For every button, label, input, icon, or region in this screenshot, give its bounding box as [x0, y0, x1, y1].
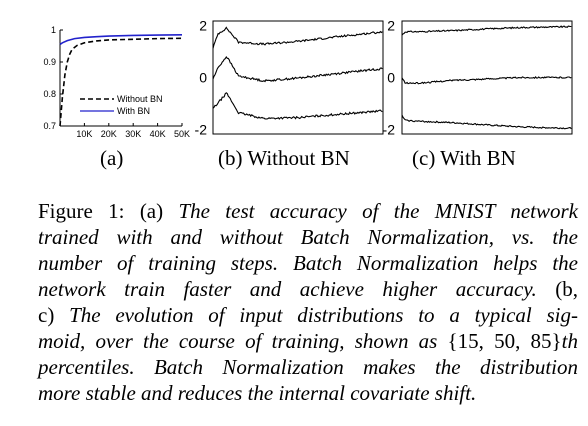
- panel-a-x-tick-label: 10K: [76, 129, 92, 139]
- caption-text: c): [38, 303, 70, 327]
- caption-line-4: network train faster and achieve higher …: [38, 276, 578, 302]
- caption-text: The test accuracy of the MNIST network: [178, 199, 578, 223]
- caption-line-8: more stable and reduces the internal cov…: [38, 381, 477, 405]
- legend-label-without-bn: Without BN: [117, 94, 163, 104]
- figure-caption: Figure 1: (a) The test accuracy of the M…: [38, 198, 578, 406]
- panel-a-y-tick-label: 0.7: [43, 121, 56, 131]
- panel-c-frame: [401, 20, 573, 135]
- caption-line-7: percentiles. Batch Normalization makes t…: [38, 355, 578, 379]
- panel-a-x-tick-label: 30K: [125, 129, 141, 139]
- panel-c-percentile-line: [401, 114, 572, 130]
- panel-b-percentile-line: [212, 92, 383, 120]
- caption-line-3: number of training steps. Batch Normaliz…: [38, 251, 578, 275]
- panel-c-y-tick-label: 2: [387, 18, 395, 34]
- figure-1: 0.7 0.8 0.9 1 10K 20K 30K 40K 50K Without BN With …: [43, 18, 573, 139]
- panel-a-y-tick-label: 0.9: [43, 57, 56, 67]
- panel-a-x-tick-label: 20K: [101, 129, 117, 139]
- panel-b-percentile-line: [212, 56, 383, 83]
- panel-a-series-without-bn: [59, 37, 183, 127]
- panel-b-y-tick-label: -2: [195, 121, 208, 137]
- panel-a-x-tick-label: 50K: [174, 129, 190, 139]
- panel-c-percentile-line: [401, 76, 572, 85]
- panel-b-y-tick-label: 0: [199, 70, 207, 86]
- panel-b-y-tick-label: 2: [199, 18, 207, 34]
- panel-b-label: (b) Without BN: [218, 146, 350, 170]
- panel-a-y-tick-label: 0.8: [43, 89, 56, 99]
- caption-text: network train faster and achieve higher …: [38, 277, 537, 301]
- caption-line-2: trained with and without Batch Normaliza…: [38, 225, 578, 249]
- panel-c-y-tick-label: 0: [387, 70, 395, 86]
- caption-text: th: [561, 329, 578, 353]
- panel-c-y-tick-label: -2: [383, 121, 396, 137]
- panel-a-x-tick-label: 40K: [150, 129, 166, 139]
- panel-a-accuracy-chart: 0.7 0.8 0.9 1 10K 20K 30K 40K 50K Without BN With …: [43, 25, 190, 139]
- caption-text: moid, over the course of training, shown…: [38, 329, 448, 353]
- caption-text: The evolution of input distributions to …: [69, 303, 578, 327]
- panel-b-without-bn-chart: 2 0 -2: [195, 18, 384, 137]
- panel-a-label: (a): [100, 146, 124, 170]
- caption-line-5: c) The evolution of input distributions …: [38, 302, 578, 328]
- caption-line-1: Figure 1: (a) The test accuracy of the M…: [38, 198, 578, 224]
- panel-c-with-bn-chart: 2 0 -2: [383, 18, 573, 137]
- caption-figure-label: Figure 1: (a): [38, 199, 179, 223]
- caption-text: (b,: [536, 277, 578, 301]
- panel-b-percentile-line: [212, 26, 383, 49]
- panel-a-y-tick-label: 1: [51, 25, 56, 35]
- panel-c-percentile-line: [401, 25, 572, 36]
- panel-a-series-with-bn: [59, 34, 183, 46]
- caption-math-set: {15, 50, 85}: [447, 329, 562, 353]
- panel-c-label: (c) With BN: [412, 146, 516, 170]
- legend-label-with-bn: With BN: [117, 106, 150, 116]
- caption-line-6: moid, over the course of training, shown…: [38, 328, 578, 354]
